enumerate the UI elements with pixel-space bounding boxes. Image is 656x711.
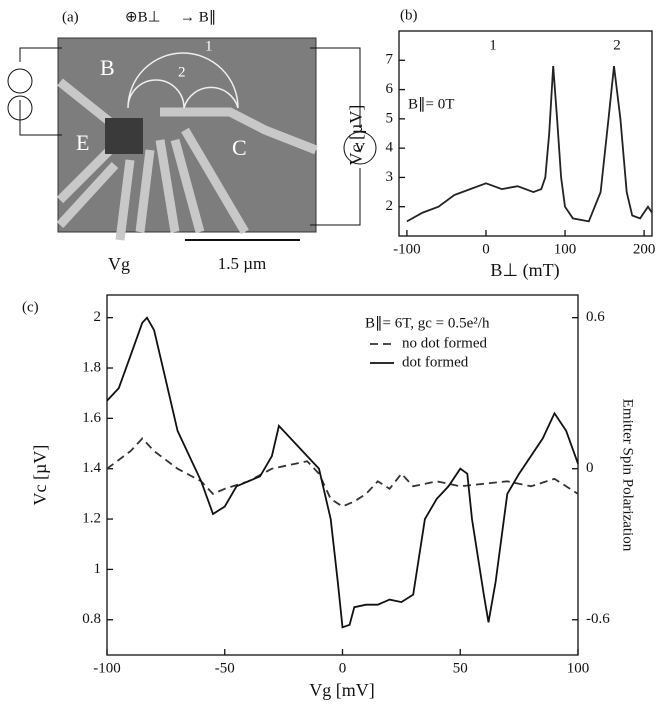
series-line	[106, 316, 579, 629]
panel-label: (a)	[62, 9, 79, 25]
voltmeter	[343, 131, 377, 165]
field-label: ⊕B⊥	[125, 9, 161, 25]
region-label: E	[76, 130, 89, 155]
dot	[105, 118, 143, 154]
source	[7, 95, 33, 121]
source	[7, 68, 33, 94]
plot-frame	[106, 294, 579, 656]
y2-axis-label: Emitter Spin Polarization	[620, 399, 636, 552]
x-tick-label: 200	[633, 241, 656, 257]
annotation: B∥= 0T	[408, 96, 454, 112]
region-label: 1	[205, 38, 213, 54]
gate-label: Vg	[108, 254, 130, 274]
annotation: 2	[613, 37, 621, 53]
x-tick-label: 0	[482, 241, 490, 257]
annotation: 1	[489, 37, 497, 53]
y-tick-label: 2	[94, 309, 102, 325]
y-tick-label: 4	[386, 140, 394, 156]
y2-tick-label: 0.6	[586, 309, 605, 325]
orbits	[127, 52, 239, 109]
y-tick-label: 1.8	[82, 359, 101, 375]
region-label: B	[100, 55, 115, 80]
region-label: C	[232, 135, 247, 160]
region-label: 2	[178, 64, 186, 80]
plot-frame	[398, 30, 653, 237]
y-axis-label: Vc [µV]	[30, 445, 50, 506]
legend-label: no dot formed	[402, 335, 487, 351]
scale-label: 1.5 µm	[218, 254, 267, 273]
y-axis-label: Vc [µV]	[346, 105, 366, 166]
y2-tick-label: -0.6	[586, 611, 610, 627]
x-tick-label: 100	[554, 241, 577, 257]
x-tick-label: -100	[393, 241, 421, 257]
panel-title: (b)	[400, 7, 418, 23]
series-line	[406, 65, 653, 223]
meter-label: V	[355, 140, 366, 156]
panel-title: (c)	[22, 299, 39, 315]
gates	[56, 78, 318, 241]
x-tick-label: 0	[339, 660, 347, 676]
y-tick-label: 3	[386, 169, 394, 185]
y-tick-label: 0.8	[82, 611, 101, 627]
x-tick-label: 50	[453, 660, 468, 676]
x-tick-label: -100	[93, 660, 121, 676]
y-tick-label: 7	[386, 52, 394, 68]
x-axis-label: B⊥ (mT)	[490, 260, 559, 281]
legend-label: dot formed	[402, 354, 469, 370]
y-tick-label: 2	[386, 198, 394, 214]
micrograph-panel: (a) ⊕B⊥ → B∥ B E C 1 2 V Vg 1.5 µm	[7, 9, 377, 274]
field-label: → B∥	[180, 9, 216, 25]
y-tick-label: 5	[386, 110, 394, 126]
x-tick-label: 100	[567, 660, 590, 676]
y-tick-label: 1.4	[82, 460, 101, 476]
y-tick-label: 1	[94, 561, 102, 577]
circuit	[19, 47, 361, 226]
annotation: B∥= 6T, gc = 0.5e²/h	[365, 315, 490, 331]
y-tick-label: 6	[386, 81, 394, 97]
y-tick-label: 1.6	[82, 410, 101, 426]
y-tick-label: 1.2	[82, 510, 101, 526]
x-tick-label: -50	[215, 660, 235, 676]
y2-tick-label: 0	[586, 460, 594, 476]
x-axis-label: Vg [mV]	[309, 680, 375, 700]
series-line	[106, 437, 579, 508]
